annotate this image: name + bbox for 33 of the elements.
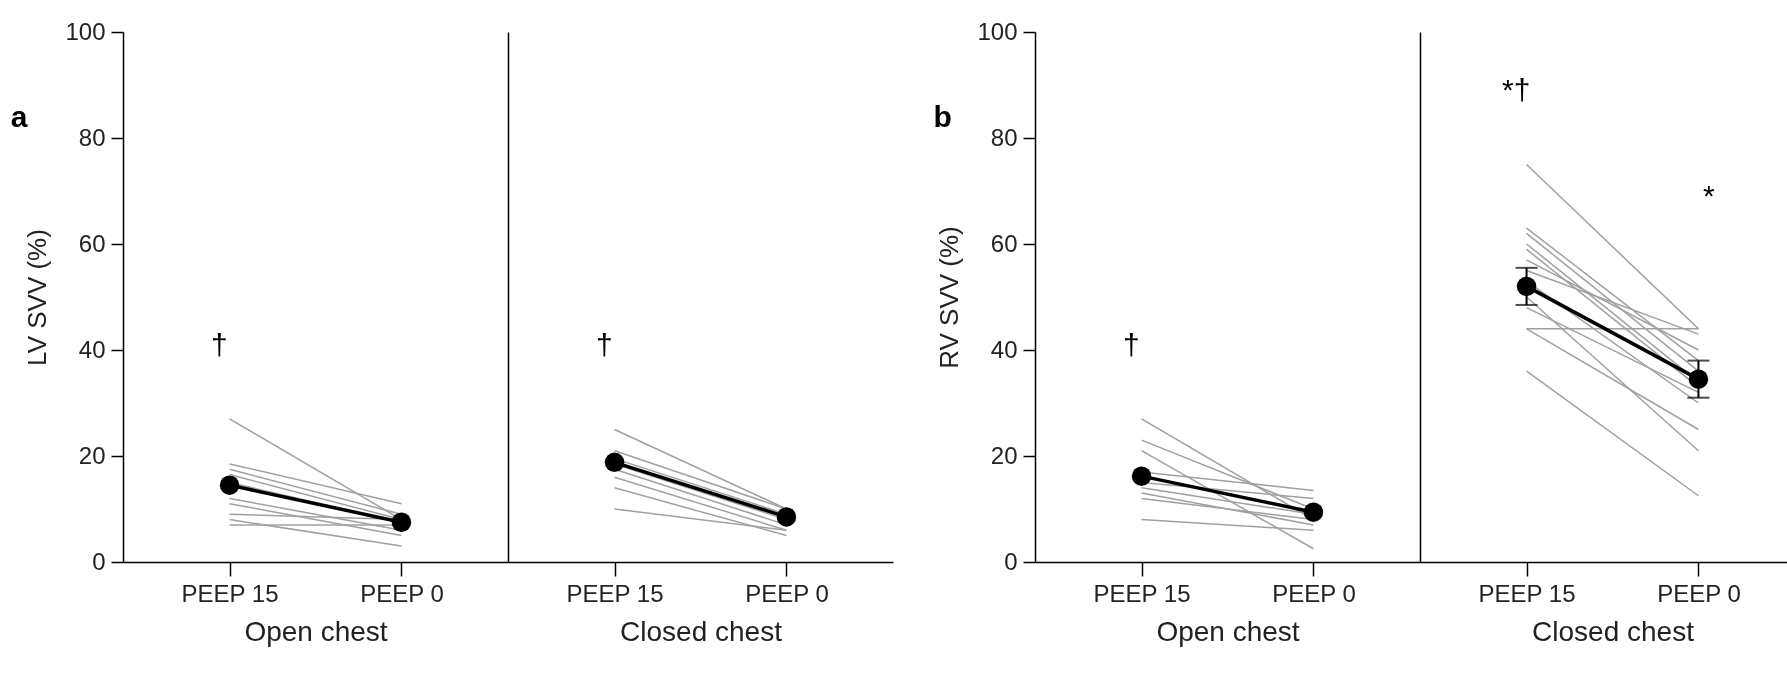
y-axis-title: LV SVV (%) <box>22 229 53 366</box>
y-tick-label: 80 <box>990 123 1018 151</box>
annotation: *† <box>1502 73 1531 107</box>
y-tick-label: 80 <box>78 123 106 151</box>
y-tick-label: 0 <box>92 547 106 575</box>
annotation: † <box>595 327 613 361</box>
x-axis-title: Open chest <box>1156 615 1300 647</box>
y-tick-label: 40 <box>78 335 106 363</box>
y-tick-label: 100 <box>977 17 1018 45</box>
x-tick-label: PEEP 0 <box>745 579 829 607</box>
annotation: † <box>1122 327 1140 361</box>
x-tick-label: PEEP 0 <box>360 579 444 607</box>
x-tick-label: PEEP 0 <box>1272 579 1356 607</box>
text: b <box>933 99 952 133</box>
x-tick-label: PEEP 15 <box>1478 579 1576 607</box>
y-tick-label: 40 <box>990 335 1018 363</box>
y-axis-title: RV SVV (%) <box>934 226 965 369</box>
y-tick-label: 100 <box>65 17 106 45</box>
annotation: † <box>210 327 228 361</box>
x-tick-label: PEEP 0 <box>1657 579 1741 607</box>
y-tick-label: 60 <box>990 229 1018 257</box>
text: a <box>10 99 28 133</box>
x-tick-label: PEEP 15 <box>1093 579 1191 607</box>
y-tick-label: 0 <box>1004 547 1018 575</box>
y-tick-label: 20 <box>78 441 106 469</box>
x-axis-title: Open chest <box>244 615 388 647</box>
y-tick-label: 60 <box>78 229 106 257</box>
x-tick-label: PEEP 15 <box>566 579 664 607</box>
annotation: * <box>1702 179 1715 213</box>
x-axis-title: Closed chest <box>620 615 783 647</box>
y-tick-label: 20 <box>990 441 1018 469</box>
x-tick-label: PEEP 15 <box>181 579 279 607</box>
x-axis-title: Closed chest <box>1532 615 1695 647</box>
